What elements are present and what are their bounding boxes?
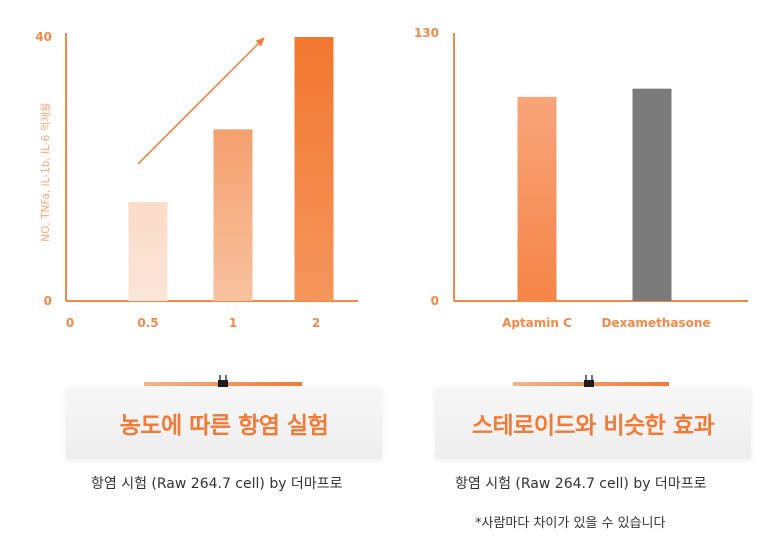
- left-x-tick: 0.5: [137, 316, 158, 330]
- left-binder-clip-icon: [218, 375, 228, 388]
- left-x-tick: 1: [229, 316, 237, 330]
- left-card-title: 농도에 따른 항염 실험: [119, 413, 329, 439]
- left-bar-2: [294, 37, 334, 301]
- left-bar-0.5: [128, 202, 168, 301]
- right-bar-dexamethasone: [632, 88, 672, 302]
- left-x-tick: 2: [312, 316, 320, 330]
- right-x-tick: Dexamethasone: [601, 316, 710, 330]
- right-card: 스테로이드와 비슷한 효과: [435, 387, 751, 459]
- right-binder-clip-icon: [584, 375, 594, 388]
- left-card: 농도에 따른 항염 실험: [66, 387, 382, 459]
- right-card-title: 스테로이드와 비슷한 효과: [471, 413, 715, 439]
- left-caption: 항염 시험 (Raw 264.7 cell) by 더마프로: [91, 476, 343, 492]
- left-chart: 0 40 0 0.5 1 2 NO, TNFa, IL-1b, IL-6 억제율: [35, 30, 358, 330]
- right-y-tick: 130: [414, 26, 439, 40]
- right-bar-aptamin-c: [517, 96, 557, 302]
- trend-arrow: [137, 37, 265, 165]
- right-x-tick: Aptamin C: [502, 316, 572, 330]
- right-caption: 항염 시험 (Raw 264.7 cell) by 더마프로: [455, 476, 707, 492]
- left-y-tick: 40: [35, 30, 52, 44]
- left-y-axis-label: NO, TNFa, IL-1b, IL-6 억제율: [40, 102, 52, 242]
- left-bar-1: [213, 129, 253, 301]
- disclaimer-note: *사람마다 차이가 있을 수 있습니다: [475, 516, 666, 531]
- right-y-tick: 0: [431, 294, 439, 308]
- left-y-tick: 0: [44, 294, 52, 308]
- right-chart: 0 130 Aptamin C Dexamethasone: [414, 26, 748, 330]
- left-x-tick: 0: [66, 316, 74, 330]
